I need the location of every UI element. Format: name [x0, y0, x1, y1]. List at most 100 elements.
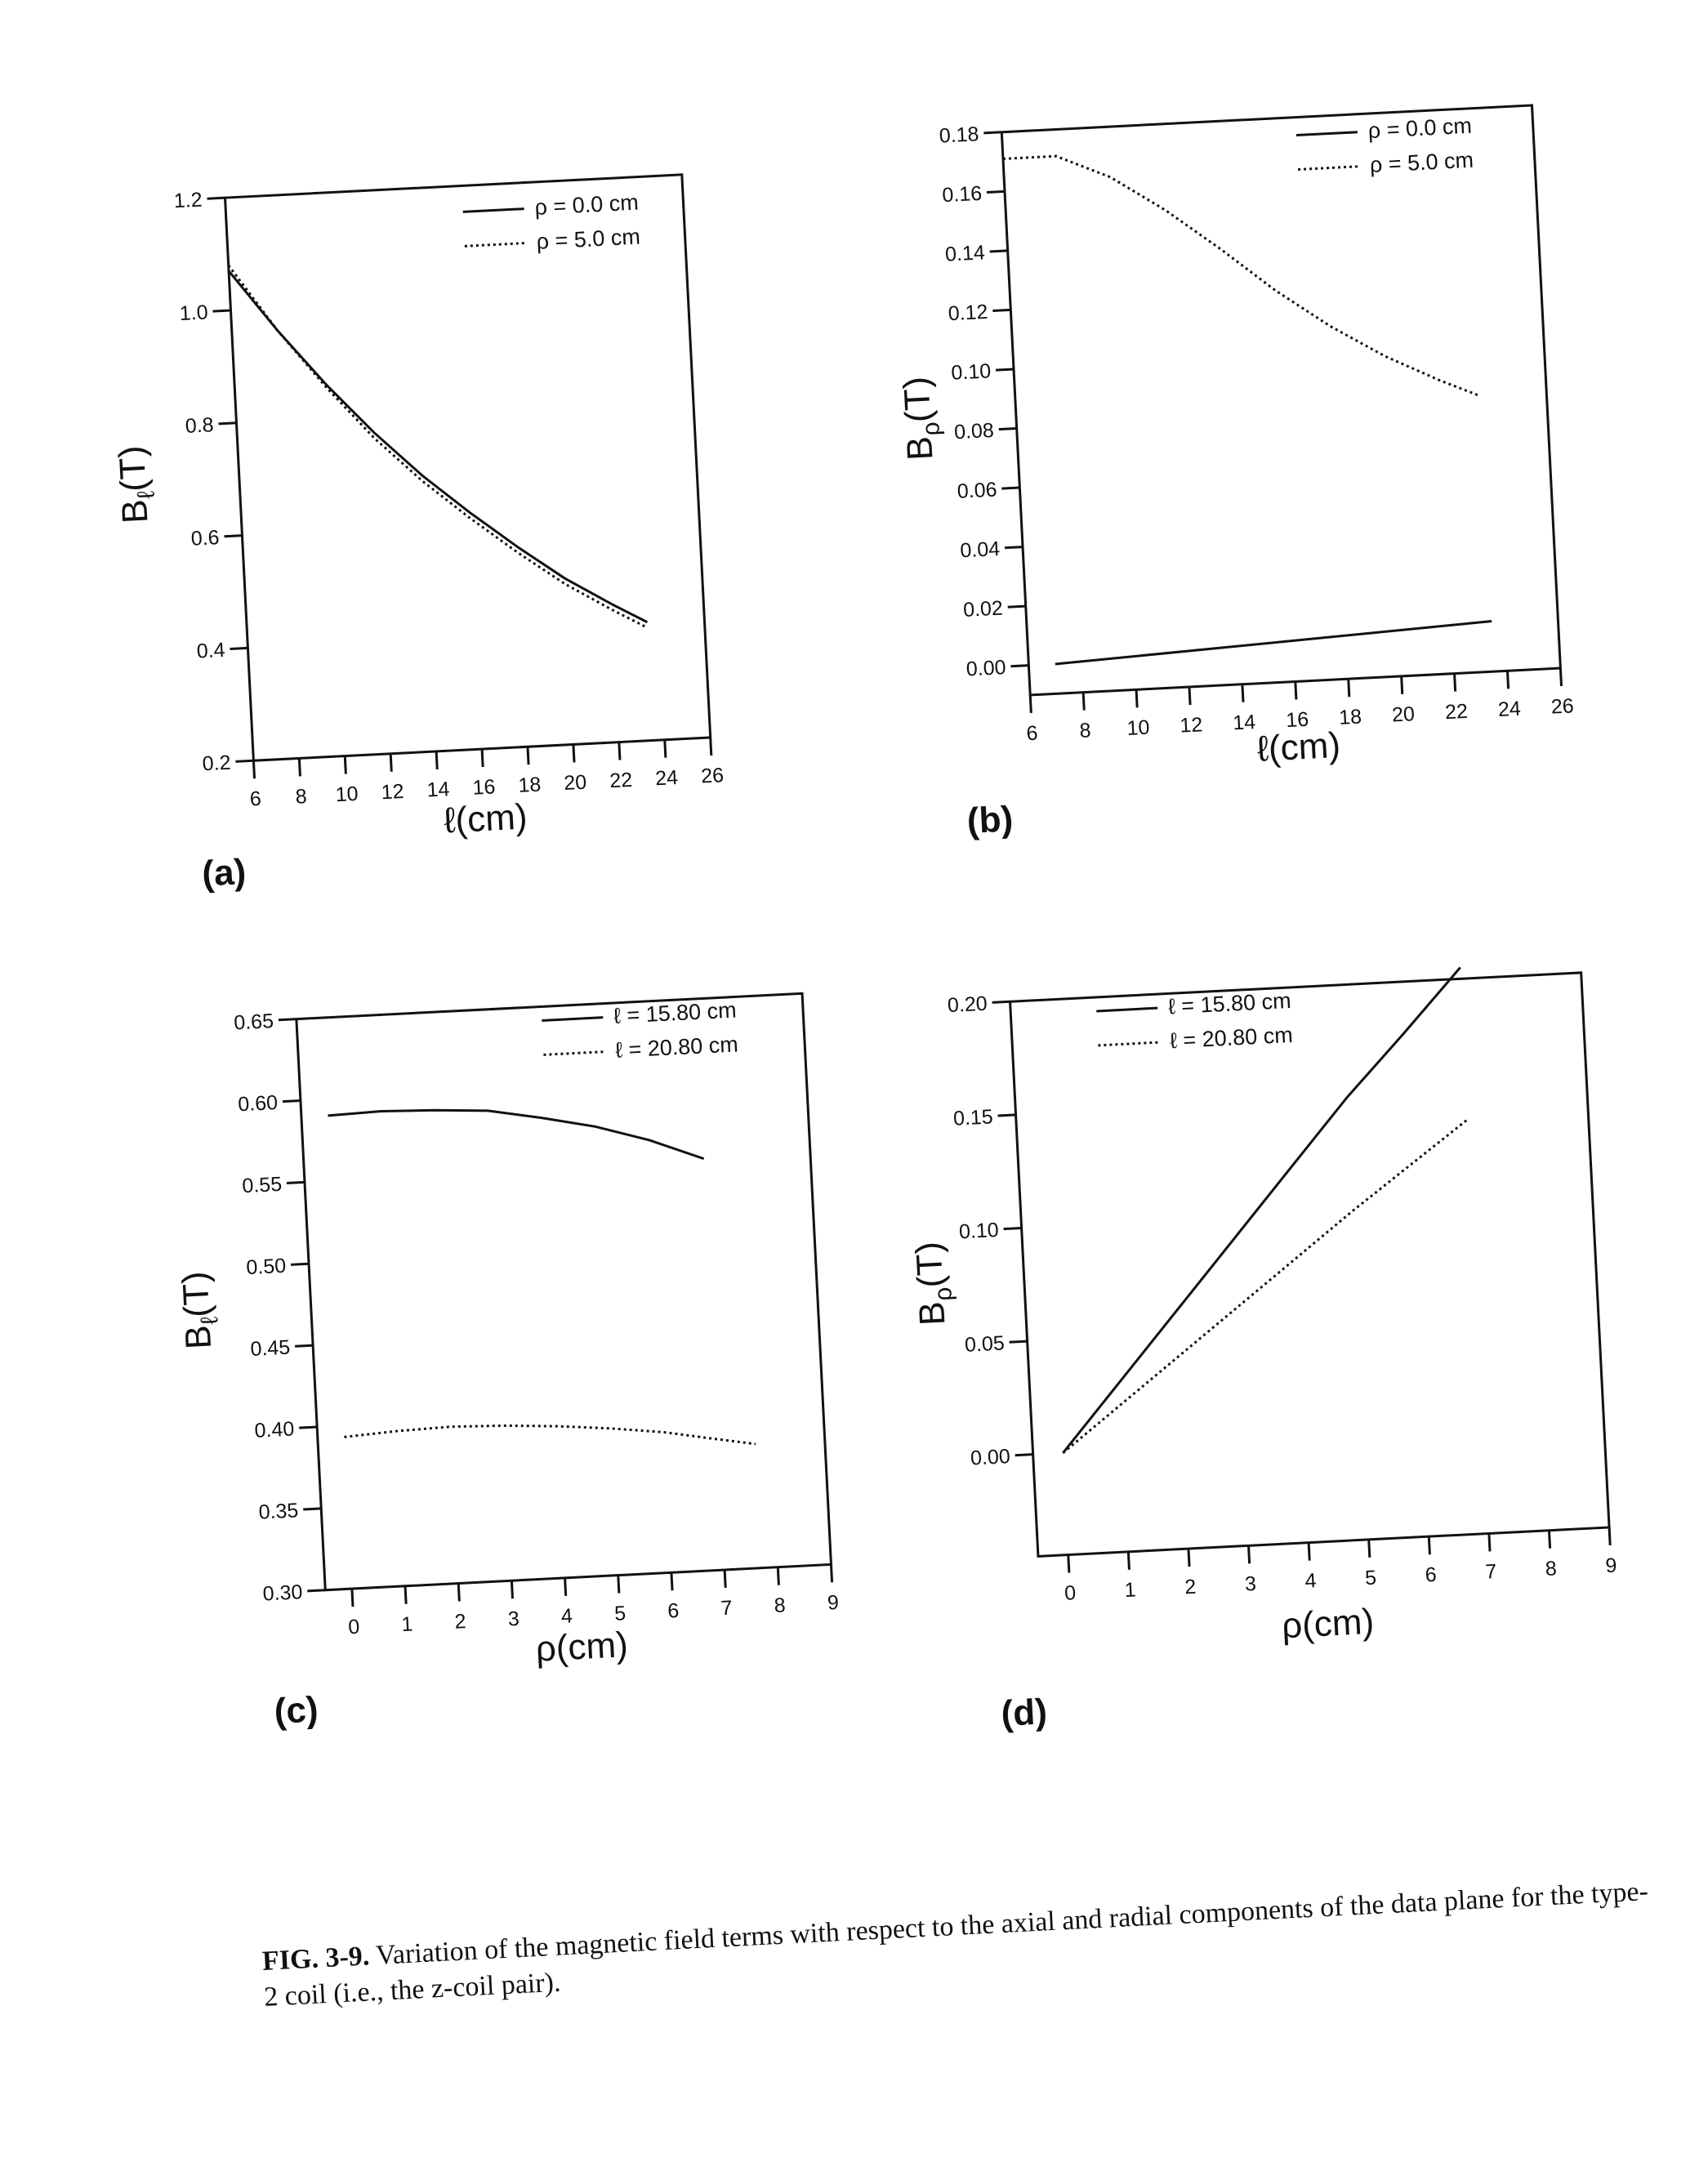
panel-label-d: (d)	[1000, 1692, 1048, 1734]
y-axis-label-end-d: (T)	[908, 1241, 951, 1289]
x-tick-a	[663, 739, 667, 758]
x-tick-c	[617, 1575, 621, 1594]
y-tick-label-a: 0.8	[185, 413, 214, 438]
series-line-b-2	[1002, 154, 1481, 398]
chart-panel-a: 0.2 0.4 0.6 0.8 1.0 1.2 6 8 10 12 14 16 18 20 22 24 26 ℓ(…	[0, 0, 875, 894]
x-tick-label-a: 10	[335, 782, 359, 806]
x-tick-d	[1487, 1533, 1492, 1552]
legend-label-c-2: ℓ = 20.80 cm	[615, 1032, 739, 1063]
y-tick-label-b: 0.04	[960, 537, 1001, 562]
x-tick-label-d: 5	[1364, 1567, 1376, 1590]
legend-swatch-a-1	[462, 207, 524, 213]
x-tick-a	[297, 758, 301, 777]
y-tick-label-d: 0.00	[970, 1445, 1010, 1469]
plot-frame-d	[1008, 971, 1611, 1558]
x-tick-label-b: 6	[1026, 722, 1038, 746]
y-tick-c	[299, 1425, 318, 1429]
x-tick-c	[564, 1577, 568, 1596]
y-axis-label-b: Bρ(T)	[896, 376, 946, 461]
x-tick-a	[572, 744, 576, 763]
legend-swatch-d-1	[1096, 1006, 1158, 1013]
x-tick-d	[1547, 1530, 1552, 1549]
legend-swatch-c-2	[543, 1050, 605, 1056]
x-tick-label-a: 8	[295, 785, 307, 809]
x-tick-c	[829, 1564, 834, 1583]
y-tick-b	[995, 368, 1015, 372]
x-tick-a	[343, 756, 347, 774]
y-tick-c	[295, 1344, 314, 1348]
y-tick-label-b: 0.08	[953, 419, 994, 444]
legend-swatch-b-1	[1295, 131, 1358, 137]
y-tick-label-b: 0.16	[942, 182, 983, 207]
y-tick-label-c: 0.50	[246, 1255, 287, 1279]
x-tick-label-a: 16	[472, 775, 496, 799]
legend-swatch-b-2	[1298, 165, 1360, 172]
y-tick-a	[218, 421, 237, 426]
x-tick-label-c: 1	[401, 1612, 413, 1636]
y-tick-a	[212, 309, 231, 313]
panel-label-b: (b)	[966, 799, 1015, 841]
y-tick-label-c: 0.65	[234, 1010, 274, 1034]
plot-frame-c	[295, 992, 833, 1592]
x-tick-label-a: 12	[381, 780, 404, 804]
x-axis-label-a: ℓ(cm)	[443, 796, 528, 840]
y-axis-label-a: Bℓ(T)	[112, 444, 162, 524]
series-line-b-1	[1055, 620, 1492, 666]
y-axis-label-end-b: (T)	[896, 376, 939, 424]
y-tick-c	[286, 1180, 305, 1185]
x-tick-b	[1400, 675, 1404, 694]
y-tick-a	[235, 759, 254, 763]
y-tick-label-a: 0.6	[190, 526, 220, 551]
x-tick-b	[1188, 686, 1192, 706]
series-line-a-2	[227, 264, 649, 629]
chart-panel-d: 0.00 0.05 0.10 0.15 0.20 0 1 2 3 4 5 6 7 8 9 ρ(cm) Bρ(T)…	[832, 845, 1708, 1741]
x-tick-label-a: 18	[518, 773, 542, 797]
x-axis-label-d: ρ(cm)	[1281, 1602, 1375, 1647]
y-tick-b	[989, 249, 1008, 253]
y-tick-label-b: 0.18	[939, 123, 979, 147]
series-line-d-1	[1062, 966, 1461, 1454]
x-tick-label-d: 8	[1545, 1557, 1557, 1580]
x-tick-label-c: 9	[827, 1591, 839, 1615]
x-axis-label-b: ℓ(cm)	[1256, 725, 1342, 769]
x-tick-a	[435, 751, 439, 769]
x-tick-b	[1135, 689, 1139, 708]
y-tick-label-a: 1.0	[179, 301, 208, 325]
panel-label-c: (c)	[273, 1689, 319, 1732]
chart-panel-c: 0.30 0.35 0.40 0.45 0.50 0.55 0.60 0.65 0 1 2 3 4 5 6 7…	[0, 845, 875, 1741]
x-tick-label-d: 1	[1124, 1578, 1136, 1602]
x-tick-label-b: 16	[1286, 708, 1309, 732]
x-tick-b	[1505, 671, 1510, 689]
y-tick-label-c: 0.35	[258, 1499, 299, 1523]
series-line-c-1	[328, 1108, 705, 1161]
x-tick-c	[510, 1580, 515, 1599]
legend-label-b-2: ρ = 5.0 cm	[1369, 148, 1474, 177]
y-tick-label-a: 1.2	[173, 189, 203, 213]
y-axis-label-sub-c: ℓ	[196, 1316, 223, 1326]
y-axis-label-main-c: B	[178, 1324, 219, 1350]
x-tick-label-a: 26	[700, 764, 724, 787]
caption-text: Variation of the magnetic field terms wi…	[263, 1876, 1649, 2013]
y-tick-d	[1015, 1453, 1033, 1457]
x-tick-d	[1126, 1551, 1130, 1570]
x-tick-label-c: 6	[667, 1599, 680, 1623]
legend-label-a-2: ρ = 5.0 cm	[536, 225, 641, 254]
y-tick-a	[224, 534, 243, 538]
x-tick-label-c: 4	[560, 1604, 573, 1628]
y-tick-b	[986, 189, 1006, 194]
caption-label: FIG. 3-9.	[261, 1941, 371, 1977]
panel-label-a: (a)	[201, 852, 247, 894]
y-tick-a	[230, 646, 248, 651]
plot-frame-a	[223, 173, 712, 762]
x-tick-b	[1559, 667, 1563, 687]
x-tick-label-b: 18	[1339, 705, 1362, 729]
x-tick-label-d: 7	[1485, 1560, 1497, 1584]
y-tick-label-c: 0.55	[242, 1173, 283, 1197]
x-tick-b	[1028, 694, 1032, 713]
x-tick-label-a: 6	[249, 787, 261, 811]
y-axis-label-end-c: (T)	[175, 1270, 217, 1318]
y-tick-label-b: 0.00	[965, 656, 1006, 680]
x-tick-label-d: 2	[1184, 1576, 1197, 1599]
y-tick-label-c: 0.40	[254, 1417, 295, 1442]
x-tick-d	[1067, 1554, 1071, 1573]
